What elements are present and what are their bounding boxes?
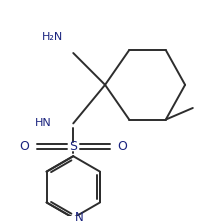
Text: S: S	[69, 140, 77, 153]
Text: O: O	[118, 140, 128, 153]
Text: O: O	[19, 140, 29, 153]
Text: HN: HN	[35, 118, 52, 128]
Text: N: N	[75, 211, 84, 224]
Text: H₂N: H₂N	[42, 32, 63, 42]
